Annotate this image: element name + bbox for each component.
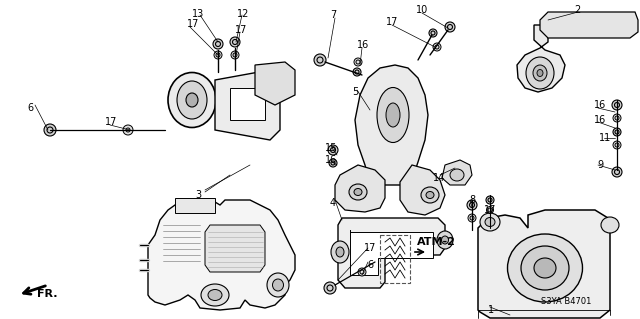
Text: 11: 11 (599, 133, 611, 143)
Ellipse shape (426, 191, 434, 198)
Ellipse shape (354, 189, 362, 196)
Circle shape (44, 124, 56, 136)
Circle shape (429, 29, 437, 37)
Polygon shape (400, 165, 445, 215)
Text: 12: 12 (237, 9, 249, 19)
Circle shape (613, 128, 621, 136)
Circle shape (433, 43, 441, 51)
Circle shape (612, 100, 622, 110)
Text: 6: 6 (27, 103, 33, 113)
Ellipse shape (601, 217, 619, 233)
Ellipse shape (186, 93, 198, 107)
Circle shape (486, 206, 493, 213)
Text: 9: 9 (597, 160, 603, 170)
Ellipse shape (331, 241, 349, 263)
Text: 17: 17 (187, 19, 199, 29)
Text: 17: 17 (386, 17, 398, 27)
Circle shape (213, 39, 223, 49)
Ellipse shape (177, 81, 207, 119)
Circle shape (329, 159, 337, 167)
Ellipse shape (508, 234, 582, 302)
Polygon shape (255, 62, 295, 105)
Circle shape (445, 22, 455, 32)
Text: 15: 15 (325, 143, 337, 153)
Text: 3: 3 (195, 190, 201, 200)
Circle shape (314, 54, 326, 66)
Polygon shape (175, 198, 215, 213)
Ellipse shape (349, 184, 367, 200)
Ellipse shape (273, 279, 284, 291)
Ellipse shape (485, 218, 495, 226)
Ellipse shape (537, 70, 543, 77)
Circle shape (328, 145, 338, 155)
Polygon shape (478, 210, 610, 318)
Circle shape (231, 51, 239, 59)
Ellipse shape (421, 187, 439, 203)
Polygon shape (350, 230, 433, 275)
Polygon shape (540, 12, 638, 38)
Polygon shape (442, 160, 472, 185)
Circle shape (467, 200, 477, 210)
Text: 13: 13 (192, 9, 204, 19)
Circle shape (230, 37, 240, 47)
Circle shape (613, 114, 621, 122)
Text: 6: 6 (367, 260, 373, 270)
Circle shape (358, 268, 366, 276)
Text: S3YA B4701: S3YA B4701 (541, 298, 591, 307)
Text: 1: 1 (488, 305, 494, 315)
Text: 8: 8 (469, 195, 475, 205)
Ellipse shape (442, 236, 449, 244)
Text: 17: 17 (364, 243, 376, 253)
Text: 17: 17 (105, 117, 117, 127)
Text: 16: 16 (325, 155, 337, 165)
Circle shape (123, 125, 133, 135)
Ellipse shape (168, 72, 216, 128)
Polygon shape (338, 218, 445, 288)
Circle shape (486, 196, 494, 204)
Circle shape (214, 51, 222, 59)
Polygon shape (205, 225, 265, 272)
Circle shape (354, 58, 362, 66)
Polygon shape (335, 165, 385, 212)
Ellipse shape (533, 65, 547, 81)
Ellipse shape (377, 87, 409, 143)
Polygon shape (517, 25, 565, 92)
Circle shape (324, 282, 336, 294)
Bar (230, 88, 265, 120)
Text: 16: 16 (357, 40, 369, 50)
Text: 17: 17 (235, 25, 247, 35)
Circle shape (613, 141, 621, 149)
Circle shape (468, 214, 476, 222)
Text: 17: 17 (484, 205, 496, 215)
Text: 10: 10 (416, 5, 428, 15)
Text: 16: 16 (594, 100, 606, 110)
Text: FR.: FR. (36, 289, 57, 299)
Text: 7: 7 (330, 10, 336, 20)
Text: 2: 2 (574, 5, 580, 15)
Circle shape (612, 167, 622, 177)
Text: 5: 5 (352, 87, 358, 97)
Ellipse shape (201, 284, 229, 306)
Circle shape (353, 68, 361, 76)
Text: 16: 16 (594, 115, 606, 125)
Text: 14: 14 (433, 173, 445, 183)
Ellipse shape (480, 213, 500, 231)
Polygon shape (215, 70, 280, 140)
Text: ATM-2: ATM-2 (417, 237, 456, 247)
Ellipse shape (437, 231, 453, 249)
Polygon shape (355, 65, 428, 185)
Ellipse shape (386, 103, 400, 127)
Ellipse shape (526, 57, 554, 89)
Ellipse shape (521, 246, 569, 290)
Ellipse shape (534, 258, 556, 278)
Ellipse shape (267, 273, 289, 297)
Ellipse shape (450, 169, 464, 181)
Ellipse shape (208, 290, 222, 300)
Text: 4: 4 (330, 198, 336, 208)
Ellipse shape (336, 247, 344, 257)
Polygon shape (148, 200, 295, 310)
Bar (380, 235, 410, 283)
